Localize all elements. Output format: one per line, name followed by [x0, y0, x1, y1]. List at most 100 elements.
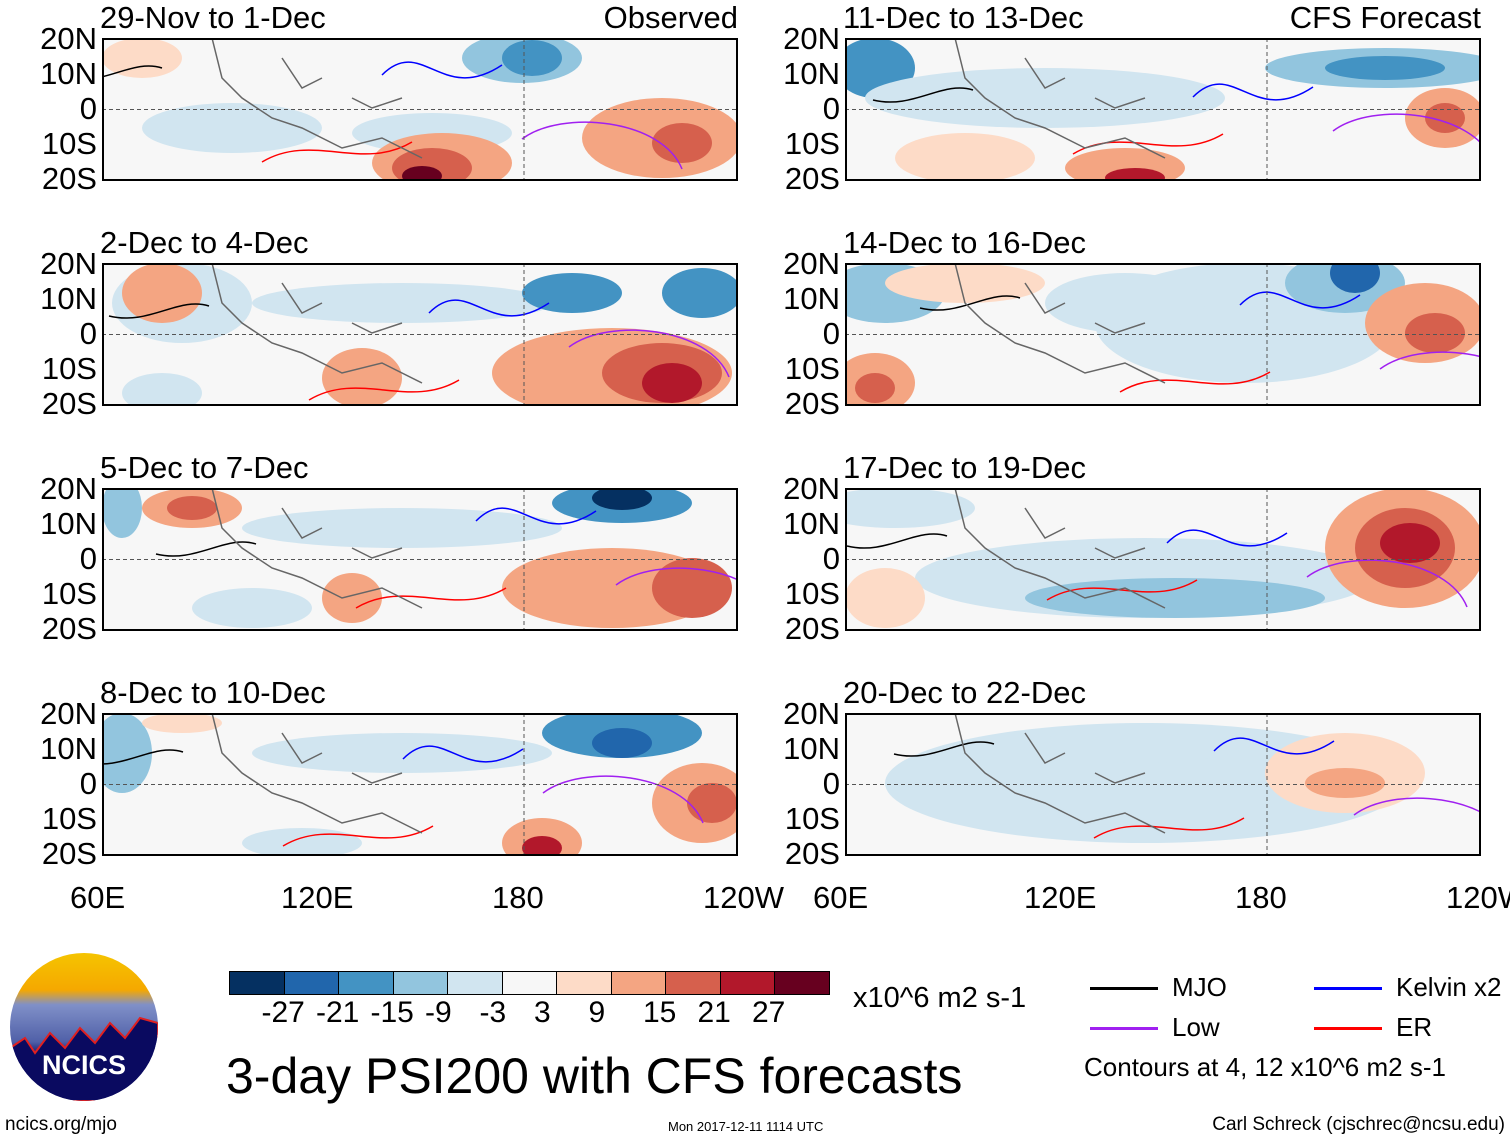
- colorbar-label: 9: [588, 996, 606, 1029]
- lat-label: 20N: [783, 21, 840, 56]
- wave-contour: [155, 541, 257, 557]
- psi-anomaly-shading: [252, 283, 552, 323]
- panel-title: 2-Dec to 4-Dec: [100, 225, 309, 260]
- lat-label: 10S: [41, 351, 97, 386]
- lat-label: 0: [79, 316, 97, 351]
- footer-url-link[interactable]: ncics.org/mjo: [5, 1114, 117, 1135]
- lat-label: 0: [822, 766, 840, 801]
- legend-label: Low: [1172, 1012, 1220, 1042]
- psi-anomaly-shading: [885, 263, 1045, 303]
- colorbar-label: -9: [425, 996, 452, 1029]
- psi-anomaly-shading: [845, 568, 925, 628]
- panel-title: 11-Dec to 13-Dec: [843, 0, 1084, 35]
- coastline: [954, 263, 1166, 384]
- panel-title: 14-Dec to 16-Dec: [843, 225, 1086, 260]
- lat-label: 10N: [783, 731, 840, 766]
- wave-contour: [475, 507, 597, 525]
- lon-label: 120E: [281, 880, 354, 915]
- psi-anomaly-shading: [102, 488, 142, 538]
- psi-anomaly-shading: [1325, 56, 1445, 80]
- wave-contour: [846, 533, 948, 549]
- lat-label: 20S: [41, 386, 97, 421]
- legend-label: ER: [1396, 1012, 1433, 1042]
- wave-contour: [1379, 351, 1481, 370]
- psi-anomaly-shading: [855, 373, 895, 403]
- psi-anomaly-shading: [1405, 313, 1465, 353]
- panel-tag: Observed: [603, 0, 738, 35]
- lat-label: 20N: [40, 471, 97, 506]
- psi-anomaly-shading: [1305, 768, 1385, 798]
- colorbar-swatch: [230, 972, 285, 994]
- lat-label: 10S: [784, 576, 840, 611]
- lat-label: 20S: [784, 611, 840, 646]
- map-panel-right-0: [845, 38, 1481, 181]
- psi-anomaly-shading: [122, 263, 202, 323]
- colorbar-label: 27: [752, 996, 786, 1029]
- wave-contour: [355, 587, 507, 609]
- psi-anomaly-shading: [192, 588, 312, 628]
- lat-label: 10S: [784, 126, 840, 161]
- psi-anomaly-shading: [502, 40, 562, 76]
- psi-anomaly-shading: [1025, 578, 1325, 618]
- colorbar-swatch: [720, 972, 775, 994]
- lat-label: 10N: [783, 506, 840, 541]
- lat-label: 20S: [784, 161, 840, 196]
- colorbar-swatch: [284, 972, 339, 994]
- lon-label: 60E: [70, 880, 126, 915]
- lat-label: 0: [822, 91, 840, 126]
- footer-author: Carl Schreck (cjschrec@ncsu.edu): [1212, 1114, 1505, 1135]
- coastline: [954, 713, 1166, 834]
- psi-anomaly-shading: [885, 723, 1405, 843]
- panel-title: 29-Nov to 1-Dec: [100, 0, 326, 35]
- lon-label: 120W: [1446, 880, 1510, 915]
- map-panel-left-0: [102, 38, 738, 181]
- lat-label: 0: [822, 541, 840, 576]
- colorbar-swatch: [339, 972, 394, 994]
- map-panel-left-2: [102, 488, 738, 631]
- figure-title: 3-day PSI200 with CFS forecasts: [226, 1048, 963, 1104]
- wave-contour: [428, 299, 550, 317]
- psi-anomaly-shading: [142, 103, 322, 153]
- psi-anomaly-shading: [522, 836, 562, 856]
- legend-line: [1314, 1027, 1382, 1030]
- lat-label: 20N: [783, 471, 840, 506]
- lat-label: 0: [79, 91, 97, 126]
- lon-label: 180: [1235, 880, 1287, 915]
- coastline: [211, 38, 423, 159]
- map-panel-right-3: [845, 713, 1481, 856]
- lat-label: 20N: [40, 246, 97, 281]
- psi-anomaly-shading: [1045, 723, 1245, 763]
- psi-anomaly-shading: [845, 488, 975, 528]
- psi-anomaly-shading: [592, 728, 652, 758]
- lat-label: 10N: [40, 281, 97, 316]
- wave-contour: [381, 61, 503, 79]
- colorbar-swatch: [502, 972, 557, 994]
- psi-anomaly-shading: [142, 713, 222, 733]
- psi-anomaly-shading: [322, 348, 402, 406]
- wave-contour: [1353, 797, 1481, 816]
- lat-label: 0: [79, 541, 97, 576]
- colorbar-swatch: [557, 972, 612, 994]
- map-panel-right-1: [845, 263, 1481, 406]
- lat-label: 20S: [784, 386, 840, 421]
- coastline: [211, 488, 423, 609]
- coastline: [954, 488, 1166, 609]
- colorbar-label: -21: [316, 996, 360, 1029]
- psi-anomaly-shading: [322, 573, 382, 623]
- legend-label: MJO: [1172, 972, 1227, 1002]
- psi-anomaly-shading: [652, 558, 732, 618]
- panel-title: 8-Dec to 10-Dec: [100, 675, 326, 710]
- lat-label: 10N: [40, 506, 97, 541]
- wave-contour: [893, 741, 995, 757]
- wave-contour: [1213, 737, 1335, 755]
- psi-anomaly-shading: [1045, 273, 1205, 333]
- legend-line: [1314, 987, 1382, 990]
- lat-label: 20S: [41, 836, 97, 871]
- lat-label: 20S: [41, 611, 97, 646]
- lon-label: 60E: [813, 880, 869, 915]
- contour-note: Contours at 4, 12 x10^6 m2 s-1: [1084, 1052, 1446, 1082]
- wave-contour: [521, 121, 683, 170]
- legend-line: [1090, 987, 1158, 990]
- colorbar-swatch: [775, 972, 829, 994]
- lat-label: 0: [822, 316, 840, 351]
